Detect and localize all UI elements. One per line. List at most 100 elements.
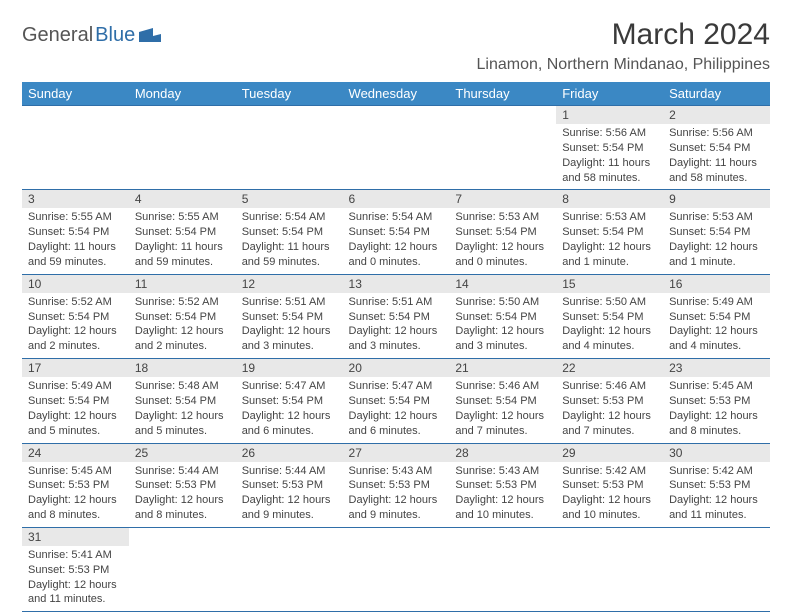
day-number: 20 (343, 359, 450, 377)
day-number: 6 (343, 190, 450, 208)
sunset-text: Sunset: 5:54 PM (455, 225, 550, 240)
day-number: 1 (556, 106, 663, 124)
day-details (556, 546, 663, 596)
location: Linamon, Northern Mindanao, Philippines (476, 56, 770, 74)
day-details: Sunrise: 5:45 AMSunset: 5:53 PMDaylight:… (663, 377, 770, 442)
day-details: Sunrise: 5:46 AMSunset: 5:54 PMDaylight:… (449, 377, 556, 442)
day-details: Sunrise: 5:48 AMSunset: 5:54 PMDaylight:… (129, 377, 236, 442)
sunset-text: Sunset: 5:54 PM (135, 225, 230, 240)
day-details: Sunrise: 5:50 AMSunset: 5:54 PMDaylight:… (449, 293, 556, 358)
day-details: Sunrise: 5:43 AMSunset: 5:53 PMDaylight:… (343, 462, 450, 527)
sunset-text: Sunset: 5:53 PM (28, 478, 123, 493)
day-cell: 18Sunrise: 5:48 AMSunset: 5:54 PMDayligh… (129, 359, 236, 443)
day-cell: 29Sunrise: 5:42 AMSunset: 5:53 PMDayligh… (556, 443, 663, 527)
day-details: Sunrise: 5:56 AMSunset: 5:54 PMDaylight:… (663, 124, 770, 189)
sunset-text: Sunset: 5:53 PM (455, 478, 550, 493)
daylight-text: Daylight: 12 hours and 4 minutes. (669, 324, 764, 354)
sunset-text: Sunset: 5:54 PM (562, 310, 657, 325)
day-number: 11 (129, 275, 236, 293)
sunset-text: Sunset: 5:54 PM (349, 310, 444, 325)
day-cell: 13Sunrise: 5:51 AMSunset: 5:54 PMDayligh… (343, 274, 450, 358)
day-details (449, 546, 556, 596)
weekday-header: Wednesday (343, 82, 450, 106)
day-cell (343, 527, 450, 611)
sunrise-text: Sunrise: 5:53 AM (562, 210, 657, 225)
daylight-text: Daylight: 12 hours and 7 minutes. (562, 409, 657, 439)
day-cell (22, 106, 129, 190)
day-details: Sunrise: 5:47 AMSunset: 5:54 PMDaylight:… (343, 377, 450, 442)
day-details: Sunrise: 5:52 AMSunset: 5:54 PMDaylight:… (22, 293, 129, 358)
sunset-text: Sunset: 5:54 PM (242, 310, 337, 325)
sunrise-text: Sunrise: 5:54 AM (242, 210, 337, 225)
day-number: 15 (556, 275, 663, 293)
daylight-text: Daylight: 12 hours and 11 minutes. (28, 578, 123, 608)
day-cell: 16Sunrise: 5:49 AMSunset: 5:54 PMDayligh… (663, 274, 770, 358)
day-cell: 8Sunrise: 5:53 AMSunset: 5:54 PMDaylight… (556, 190, 663, 274)
day-details: Sunrise: 5:46 AMSunset: 5:53 PMDaylight:… (556, 377, 663, 442)
sunrise-text: Sunrise: 5:49 AM (28, 379, 123, 394)
day-details (236, 124, 343, 174)
daylight-text: Daylight: 12 hours and 0 minutes. (455, 240, 550, 270)
sunrise-text: Sunrise: 5:46 AM (562, 379, 657, 394)
sunrise-text: Sunrise: 5:44 AM (135, 464, 230, 479)
day-number (343, 528, 450, 546)
day-cell: 26Sunrise: 5:44 AMSunset: 5:53 PMDayligh… (236, 443, 343, 527)
sunset-text: Sunset: 5:54 PM (349, 394, 444, 409)
sunrise-text: Sunrise: 5:51 AM (349, 295, 444, 310)
day-details: Sunrise: 5:44 AMSunset: 5:53 PMDaylight:… (129, 462, 236, 527)
sunrise-text: Sunrise: 5:45 AM (28, 464, 123, 479)
daylight-text: Daylight: 11 hours and 58 minutes. (562, 156, 657, 186)
day-cell: 19Sunrise: 5:47 AMSunset: 5:54 PMDayligh… (236, 359, 343, 443)
sunset-text: Sunset: 5:54 PM (669, 225, 764, 240)
sunset-text: Sunset: 5:54 PM (349, 225, 444, 240)
day-number: 5 (236, 190, 343, 208)
day-number (236, 106, 343, 124)
day-cell: 21Sunrise: 5:46 AMSunset: 5:54 PMDayligh… (449, 359, 556, 443)
sunset-text: Sunset: 5:53 PM (562, 478, 657, 493)
day-cell: 11Sunrise: 5:52 AMSunset: 5:54 PMDayligh… (129, 274, 236, 358)
day-number (129, 106, 236, 124)
day-cell: 2Sunrise: 5:56 AMSunset: 5:54 PMDaylight… (663, 106, 770, 190)
day-number: 21 (449, 359, 556, 377)
sunrise-text: Sunrise: 5:47 AM (242, 379, 337, 394)
day-number: 18 (129, 359, 236, 377)
day-number: 22 (556, 359, 663, 377)
day-details: Sunrise: 5:41 AMSunset: 5:53 PMDaylight:… (22, 546, 129, 611)
day-cell: 6Sunrise: 5:54 AMSunset: 5:54 PMDaylight… (343, 190, 450, 274)
day-cell: 28Sunrise: 5:43 AMSunset: 5:53 PMDayligh… (449, 443, 556, 527)
sunset-text: Sunset: 5:54 PM (669, 141, 764, 156)
daylight-text: Daylight: 12 hours and 6 minutes. (349, 409, 444, 439)
sunrise-text: Sunrise: 5:55 AM (135, 210, 230, 225)
daylight-text: Daylight: 12 hours and 4 minutes. (562, 324, 657, 354)
day-number: 27 (343, 444, 450, 462)
calendar-body: 1Sunrise: 5:56 AMSunset: 5:54 PMDaylight… (22, 106, 770, 612)
daylight-text: Daylight: 11 hours and 59 minutes. (28, 240, 123, 270)
day-number: 9 (663, 190, 770, 208)
sunrise-text: Sunrise: 5:42 AM (669, 464, 764, 479)
day-cell (449, 106, 556, 190)
day-cell: 1Sunrise: 5:56 AMSunset: 5:54 PMDaylight… (556, 106, 663, 190)
day-cell: 4Sunrise: 5:55 AMSunset: 5:54 PMDaylight… (129, 190, 236, 274)
day-cell (343, 106, 450, 190)
sunset-text: Sunset: 5:53 PM (135, 478, 230, 493)
sunrise-text: Sunrise: 5:43 AM (349, 464, 444, 479)
sunset-text: Sunset: 5:54 PM (455, 394, 550, 409)
week-row: 10Sunrise: 5:52 AMSunset: 5:54 PMDayligh… (22, 274, 770, 358)
day-number: 16 (663, 275, 770, 293)
sunset-text: Sunset: 5:53 PM (242, 478, 337, 493)
sunset-text: Sunset: 5:54 PM (28, 394, 123, 409)
sunrise-text: Sunrise: 5:56 AM (669, 126, 764, 141)
day-number (129, 528, 236, 546)
daylight-text: Daylight: 12 hours and 10 minutes. (562, 493, 657, 523)
day-details: Sunrise: 5:53 AMSunset: 5:54 PMDaylight:… (556, 208, 663, 273)
weekday-header: Tuesday (236, 82, 343, 106)
daylight-text: Daylight: 12 hours and 9 minutes. (242, 493, 337, 523)
sunset-text: Sunset: 5:54 PM (562, 225, 657, 240)
daylight-text: Daylight: 12 hours and 5 minutes. (135, 409, 230, 439)
day-details (129, 124, 236, 174)
day-cell: 14Sunrise: 5:50 AMSunset: 5:54 PMDayligh… (449, 274, 556, 358)
calendar-head: SundayMondayTuesdayWednesdayThursdayFrid… (22, 82, 770, 106)
sunset-text: Sunset: 5:53 PM (349, 478, 444, 493)
day-number (236, 528, 343, 546)
sunrise-text: Sunrise: 5:50 AM (455, 295, 550, 310)
